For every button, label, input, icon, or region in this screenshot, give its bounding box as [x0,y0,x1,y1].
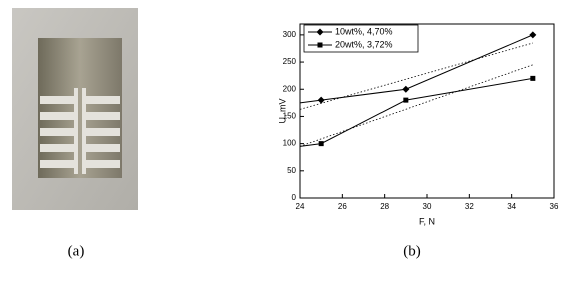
y-tick-label: 250 [283,57,297,66]
photo [12,8,138,210]
trend-line [299,64,533,147]
x-tick-label: 26 [338,202,347,211]
x-tick-label: 24 [296,202,305,211]
marker [317,96,325,104]
y-tick-label: 200 [283,84,297,93]
x-tick-label: 34 [507,202,516,211]
marker [402,85,410,93]
x-axis-label: F, N [419,216,435,226]
marker [403,97,409,103]
series-line [299,77,533,147]
legend-frame [303,24,419,53]
y-axis-label: U, mV [277,98,287,123]
y-tick-label: 0 [292,193,297,202]
plot-frame [299,23,555,199]
legend-label: 10wt%, 4,70% [335,26,393,36]
y-tick-label: 150 [283,112,297,121]
marker [529,31,537,39]
x-tick-label: 28 [380,202,389,211]
y-tick-label: 50 [287,166,296,175]
legend-marker [317,42,323,48]
y-tick-label: 300 [283,30,297,39]
x-tick-label: 30 [423,202,432,211]
legend-label: 20wt%, 3,72% [335,39,393,49]
x-tick-label: 36 [550,202,559,211]
caption: (b) [403,243,421,259]
caption: (a) [68,243,85,259]
series-line [299,34,534,104]
x-tick-label: 32 [465,202,474,211]
marker [530,75,536,81]
legend-marker [316,28,324,36]
trend-line [299,42,533,110]
y-tick-label: 100 [283,139,297,148]
marker [318,141,324,147]
